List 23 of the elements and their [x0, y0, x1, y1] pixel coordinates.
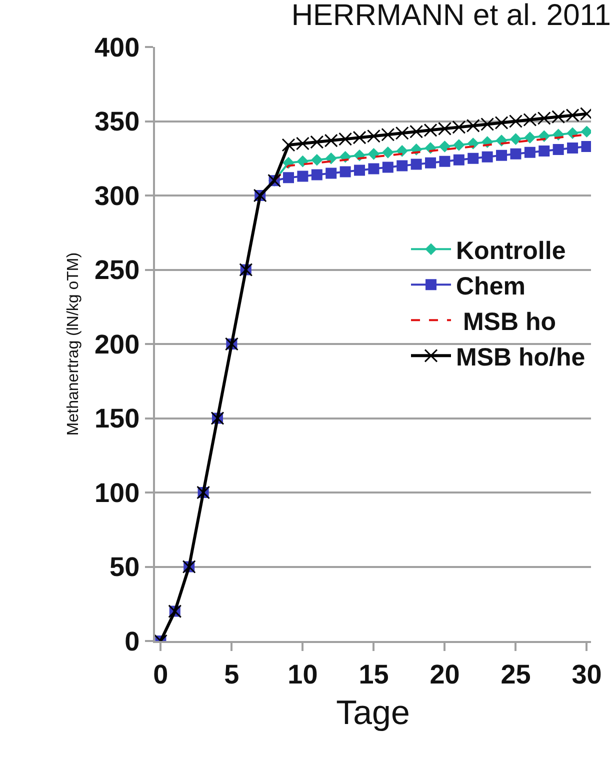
y-tick-label: 300: [94, 180, 140, 211]
y-tick-label: 200: [94, 329, 140, 360]
y-tick-label: 50: [110, 552, 140, 582]
y-tick-label: 250: [94, 255, 140, 286]
y-tick-label: 150: [94, 404, 140, 434]
y-tick-label: 400: [94, 32, 140, 62]
y-tick-label: 0: [124, 626, 140, 656]
legend-label: MSB ho: [456, 308, 556, 336]
x-tick-label: 20: [430, 659, 460, 690]
chart-title: HERRMANN et al. 2011: [291, 0, 611, 32]
x-tick-label: 25: [500, 659, 531, 690]
legend-label: Chem: [456, 272, 526, 300]
y-axis-title: Methanertrag (lN/kg oTM): [64, 252, 82, 436]
x-tick-label: 10: [288, 659, 318, 690]
x-tick-label: 30: [572, 659, 602, 690]
x-tick-label: 5: [224, 659, 240, 690]
legend-label: Kontrolle: [456, 236, 566, 265]
x-tick-label: 0: [153, 659, 168, 690]
y-tick-label: 350: [94, 106, 140, 137]
y-tick-label: 100: [94, 478, 140, 508]
x-tick-label: 15: [358, 659, 389, 690]
x-axis-title: Tage: [336, 694, 410, 732]
legend-label: MSB ho/he: [456, 343, 586, 372]
